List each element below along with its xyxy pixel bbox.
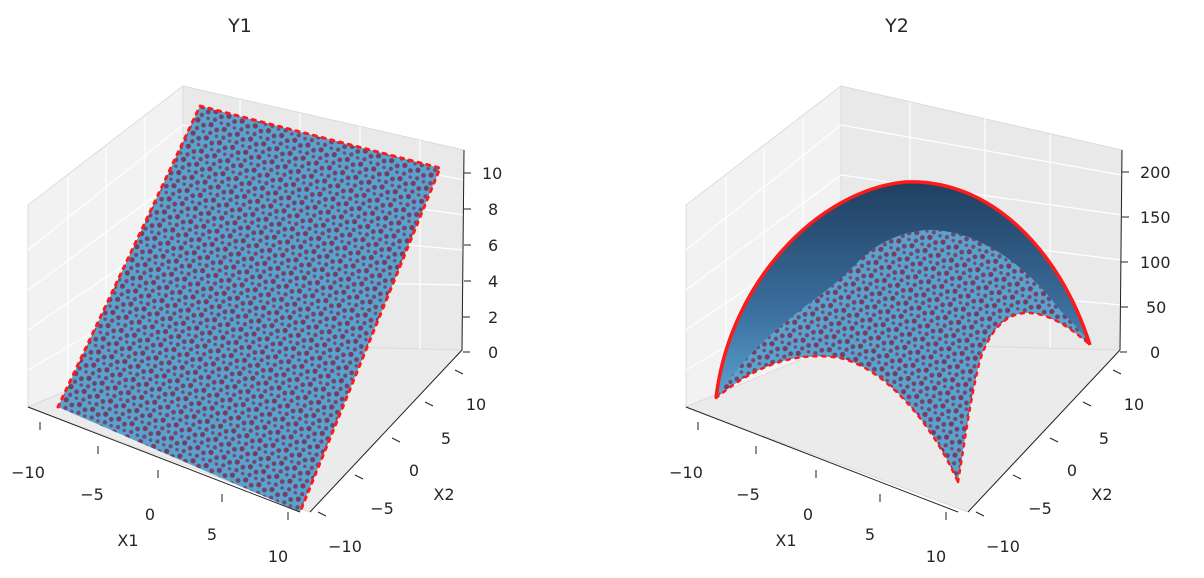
- y-tick-label: −10: [328, 537, 362, 556]
- surface-points: [716, 229, 1090, 482]
- x-tick-label: −10: [669, 463, 703, 482]
- x-ticks: −10 −5 0 5 10: [11, 422, 289, 566]
- z-ticks: 10 8 6 4 2 0: [463, 164, 502, 362]
- y-ticks: −10 −5 0 5 10: [975, 369, 1144, 556]
- y-tick-label: −5: [370, 499, 394, 518]
- z-tick-label: 6: [488, 236, 498, 255]
- y-tick-label: −5: [1028, 499, 1052, 518]
- y-axis-line: [967, 349, 1121, 513]
- x-axis-line: [27, 406, 301, 513]
- edge-points-front: [714, 354, 960, 484]
- y-axis-line: [309, 349, 463, 513]
- x-axis-label: X1: [117, 531, 138, 550]
- y-tick-label: 0: [1067, 461, 1077, 480]
- x-tick-label: −5: [80, 485, 104, 504]
- edge-points: [56, 104, 443, 514]
- y-tick-label: 5: [441, 429, 451, 448]
- x-tick-label: 5: [865, 525, 875, 544]
- subplot-y1: Y1: [11, 15, 502, 566]
- edge-points: [714, 180, 1092, 399]
- y-tick-label: 10: [466, 395, 486, 414]
- y-ticks: −10 −5 0 5 10: [317, 369, 486, 556]
- chart-title: Y2: [884, 15, 909, 37]
- x-tick-label: 0: [145, 505, 155, 524]
- z-axis-line: [461, 149, 465, 351]
- z-tick-label: 150: [1140, 208, 1171, 227]
- z-ticks: 200 150 100 50 0: [1120, 163, 1171, 362]
- z-tick-label: 0: [1150, 343, 1160, 362]
- x-tick-label: −10: [11, 463, 45, 482]
- y-tick-label: 5: [1099, 429, 1109, 448]
- chart-title: Y1: [227, 15, 252, 37]
- y-tick-label: −10: [986, 537, 1020, 556]
- x-tick-label: 10: [926, 547, 946, 566]
- z-tick-label: 10: [482, 164, 502, 183]
- z-tick-label: 8: [488, 200, 498, 219]
- edge-points-front-right: [956, 311, 1092, 484]
- x-axis-label: X1: [775, 531, 796, 550]
- z-tick-label: 50: [1146, 298, 1166, 317]
- z-tick-label: 100: [1140, 253, 1171, 272]
- x-tick-label: −5: [736, 485, 760, 504]
- z-tick-label: 2: [488, 308, 498, 327]
- surface-points: [58, 106, 440, 512]
- y-axis-label: X2: [1091, 485, 1112, 504]
- x-tick-label: 10: [268, 547, 288, 566]
- x-tick-label: 0: [803, 505, 813, 524]
- subplot-y2: Y2: [669, 15, 1170, 566]
- z-tick-label: 4: [488, 272, 498, 291]
- z-axis-line: [1119, 149, 1123, 351]
- x-ticks: −10 −5 0 5 10: [669, 422, 947, 566]
- y-tick-label: 10: [1124, 395, 1144, 414]
- x-axis-line: [685, 406, 959, 513]
- z-tick-label: 0: [488, 343, 498, 362]
- z-tick-label: 200: [1140, 163, 1171, 182]
- x-tick-label: 5: [207, 525, 217, 544]
- y-tick-label: 0: [409, 461, 419, 480]
- y-axis-label: X2: [433, 485, 454, 504]
